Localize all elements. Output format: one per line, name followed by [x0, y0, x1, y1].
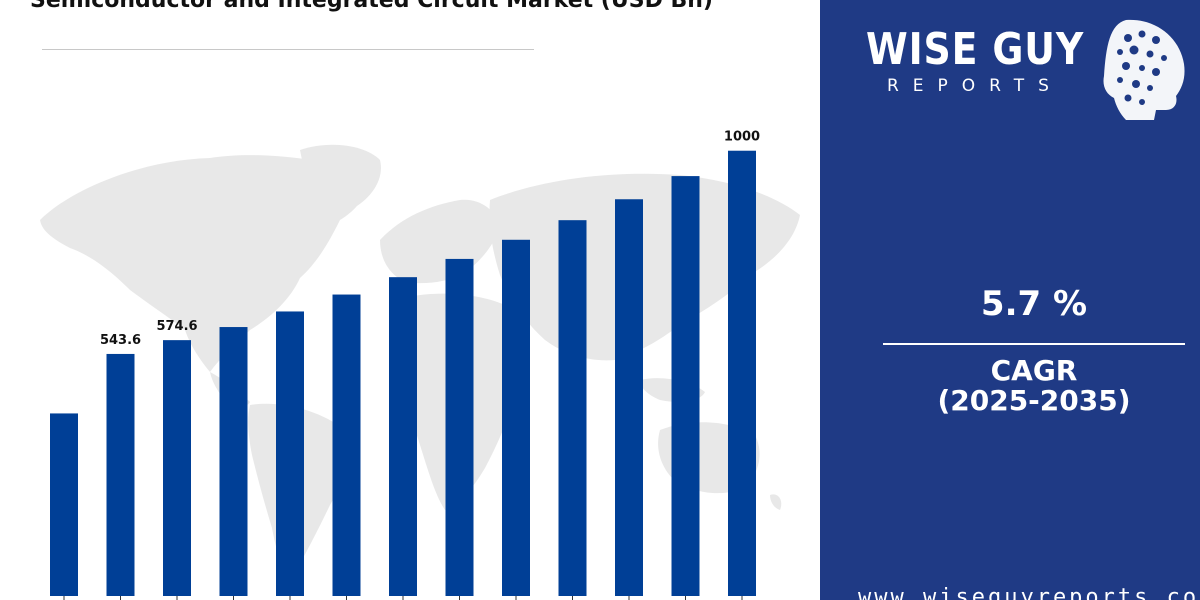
bar-10	[558, 220, 587, 596]
data-label-2: 543.6	[100, 333, 141, 348]
chart-title: Semiconductor and Integrated Circuit Mar…	[30, 0, 713, 13]
brand-head-icon	[1103, 19, 1185, 121]
bar-8	[445, 258, 474, 596]
brand-tagline: REPORTS	[887, 76, 1063, 96]
cagr-label-block: CAGR (2025-2035)	[883, 356, 1185, 416]
cagr-period: (2025-2035)	[937, 384, 1131, 417]
bar-3	[163, 340, 191, 596]
cagr-value: 5.7 %	[980, 284, 1088, 324]
bar-9	[502, 239, 530, 596]
bar-7	[389, 277, 417, 596]
bar-6	[332, 294, 361, 596]
brand-name: WISE GUY	[866, 24, 1085, 75]
bar-11	[615, 199, 643, 597]
chart-panel: Semiconductor and Integrated Circuit Mar…	[30, 0, 800, 600]
cagr-divider	[883, 343, 1185, 345]
bar-5	[276, 311, 304, 596]
bar-2	[106, 353, 135, 596]
cagr-label: CAGR	[990, 354, 1078, 387]
bar-chart: 543.6 574.6 1000	[50, 130, 760, 600]
bar-12	[671, 176, 700, 596]
bar-1	[50, 413, 78, 596]
title-divider	[42, 49, 534, 50]
bar-4	[219, 327, 248, 596]
bar-13	[728, 150, 756, 596]
data-label-13: 1000	[724, 130, 760, 145]
data-label-3: 574.6	[156, 319, 197, 334]
website-link[interactable]: www.wiseguyreports.com	[858, 585, 1200, 600]
